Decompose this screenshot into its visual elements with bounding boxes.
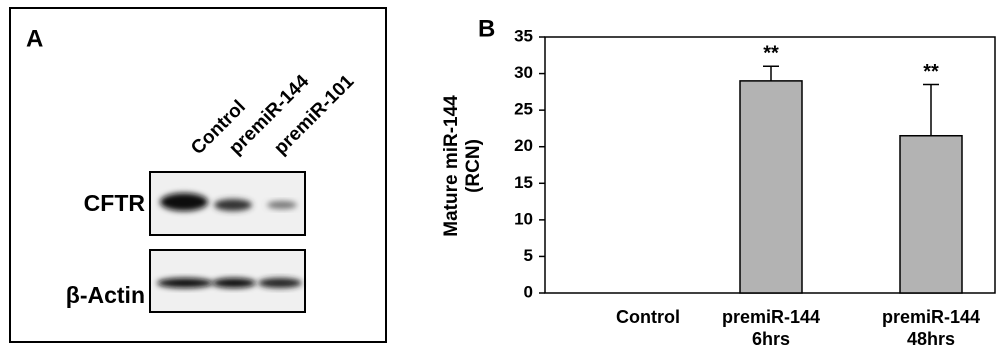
y-tick-label: 20 (514, 136, 533, 155)
y-axis-label: Mature miR-144 (RCN) (441, 76, 485, 256)
bar (740, 81, 802, 293)
y-tick-label: 5 (524, 246, 533, 265)
error-bar (923, 85, 939, 136)
y-tick-label: 25 (514, 100, 533, 119)
x-tick-label: premiR-144 6hrs (691, 306, 851, 350)
x-tick-label: premiR-144 48hrs (851, 306, 1002, 350)
row-label: β-Actin (66, 282, 145, 308)
error-bar (763, 66, 779, 81)
y-tick-label: 10 (514, 209, 533, 228)
panel-label: B (478, 15, 495, 42)
figure-svg: A Control premiR-144 premiR-101 CFTR β-A… (0, 0, 1002, 352)
figure: A Control premiR-144 premiR-101 CFTR β-A… (0, 0, 1002, 352)
bar (900, 136, 962, 293)
y-tick-label: 0 (524, 282, 533, 301)
panel-label: A (26, 25, 43, 52)
row-label: CFTR (84, 190, 146, 216)
y-tick-label: 35 (514, 26, 533, 45)
blot (150, 250, 305, 312)
significance-label: ** (763, 43, 779, 65)
y-tick-label: 30 (514, 63, 533, 82)
y-tick-label: 15 (514, 173, 533, 192)
significance-label: ** (923, 61, 939, 83)
blot (150, 172, 305, 235)
